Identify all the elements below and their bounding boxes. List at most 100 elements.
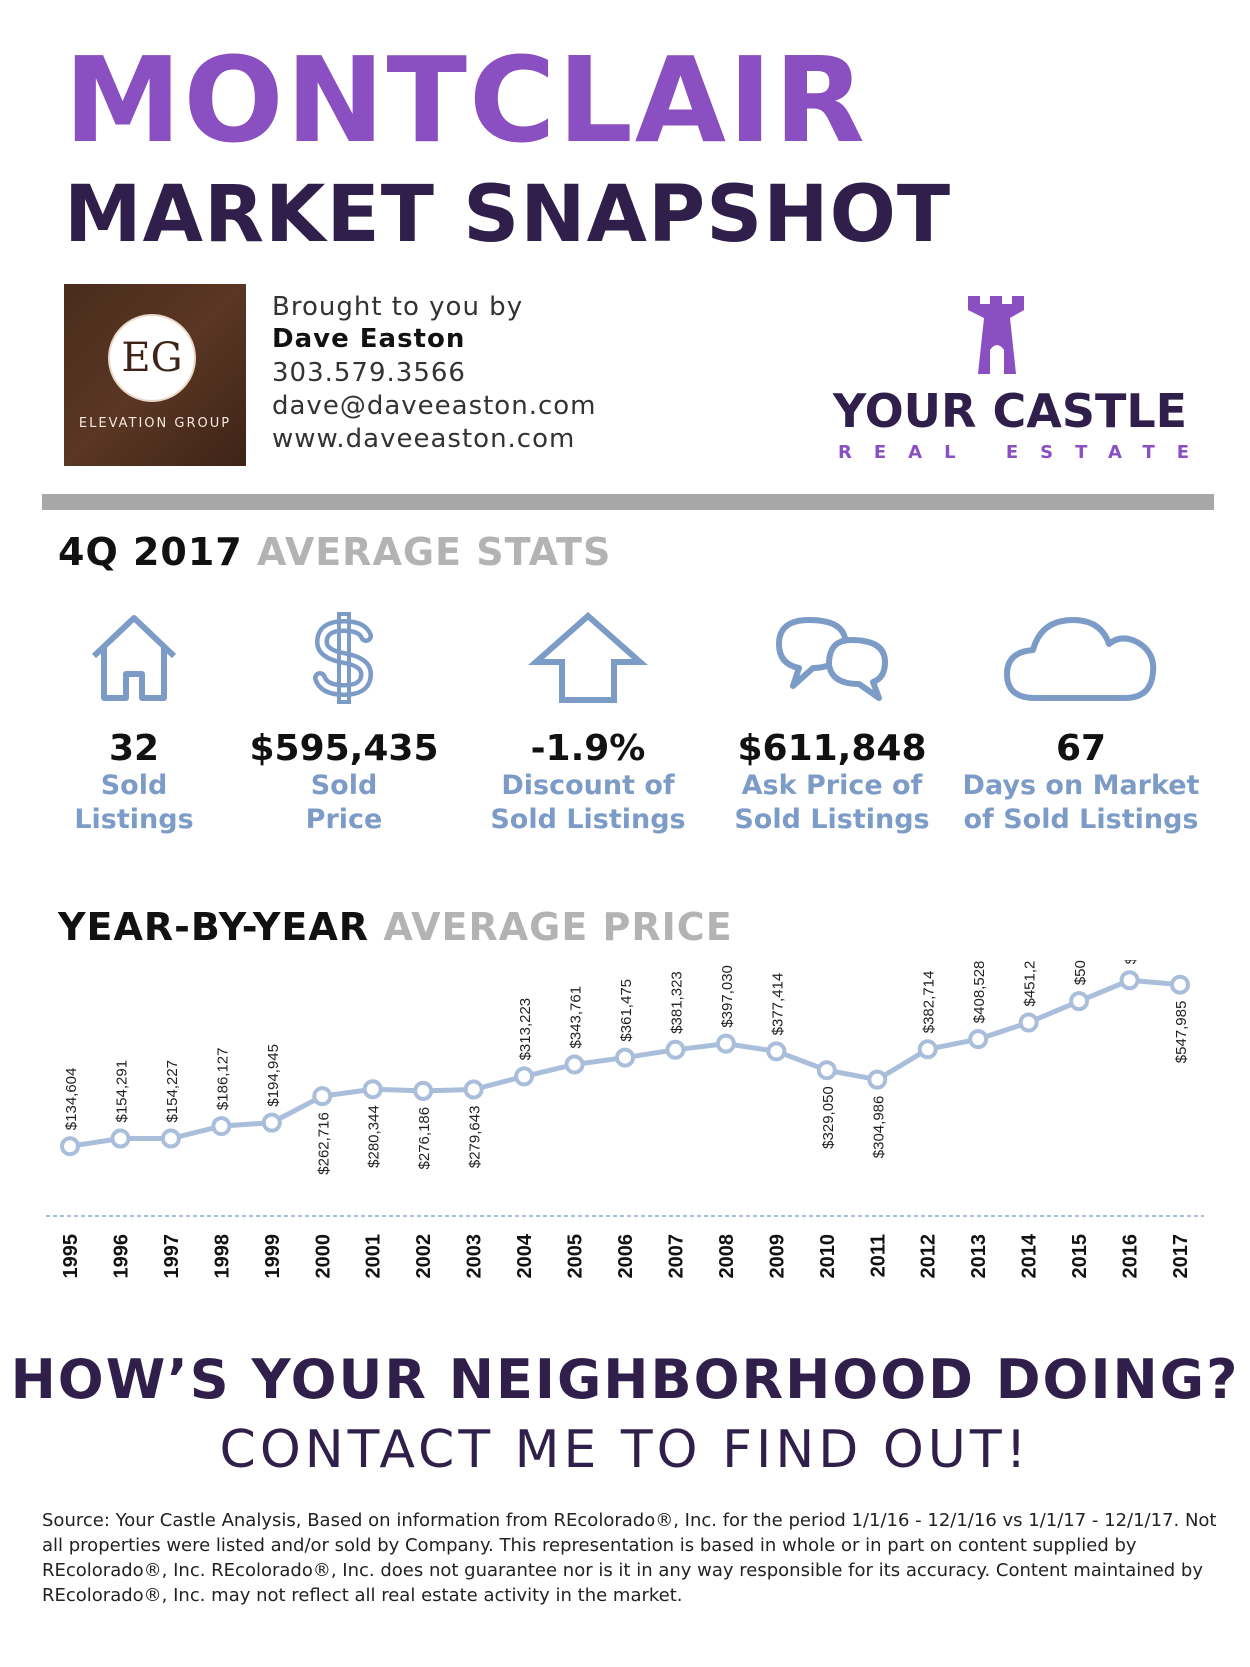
stat-label: Discount of Sold Listings xyxy=(490,770,686,835)
data-point-2007 xyxy=(665,1039,686,1060)
x-tick-label-2012: 2012 xyxy=(918,1234,940,1279)
cta-headline: HOW’S YOUR NEIGHBORHOOD DOING? xyxy=(10,1348,1240,1411)
source-disclaimer: Source: Your Castle Analysis, Based on i… xyxy=(42,1510,1217,1606)
stat-value: 67 xyxy=(1055,728,1107,769)
stats-title-period: 4Q 2017 xyxy=(58,530,243,574)
stat-sold-listings: 32 Sold Listings xyxy=(14,612,254,837)
stat-value: -1.9% xyxy=(530,728,646,769)
chat-bubbles-icon xyxy=(776,617,888,701)
stat-value: 32 xyxy=(108,728,160,769)
x-tick-label-2014: 2014 xyxy=(1019,1233,1041,1278)
stat-label: Sold Price xyxy=(305,770,383,835)
stat-discount: -1.9% Discount of Sold Listings xyxy=(468,612,708,837)
x-tick-label-2015: 2015 xyxy=(1069,1234,1091,1279)
data-label-2011: $304,986 xyxy=(870,1096,887,1159)
stat-label: Ask Price of Sold Listings xyxy=(734,770,930,835)
stat-days-on-market: 67 Days on Market of Sold Listings xyxy=(946,612,1216,837)
data-label-2015: $505,864 xyxy=(1072,960,1089,985)
data-label-1996: $154,291 xyxy=(113,1060,130,1123)
stats-title-label: AVERAGE STATS xyxy=(256,530,612,574)
data-point-1999 xyxy=(261,1112,282,1133)
data-label-2009: $377,414 xyxy=(769,973,786,1036)
data-point-1995 xyxy=(60,1136,80,1157)
brand-name: YOUR CASTLE xyxy=(832,384,1188,438)
data-label-2008: $397,030 xyxy=(719,965,736,1028)
data-label-2003: $279,643 xyxy=(467,1106,484,1169)
x-tick-label-2007: 2007 xyxy=(665,1234,687,1279)
data-point-2017 xyxy=(1170,974,1190,995)
x-tick-label-2002: 2002 xyxy=(413,1234,435,1279)
x-tick-label-2013: 2013 xyxy=(968,1234,990,1279)
data-label-2007: $381,323 xyxy=(668,971,685,1034)
stat-label: Days on Market of Sold Listings xyxy=(962,770,1200,835)
x-tick-label-1995: 1995 xyxy=(60,1234,82,1279)
agent-name: Dave Easton xyxy=(272,324,466,354)
x-tick-label-2000: 2000 xyxy=(312,1234,334,1279)
arrow-up-icon xyxy=(528,612,648,703)
data-label-2013: $408,528 xyxy=(971,961,988,1024)
your-castle-logo: YOUR CASTLE REAL ESTATE xyxy=(820,296,1200,466)
data-label-2012: $382,714 xyxy=(921,971,938,1034)
contact-intro: Brought to you by xyxy=(272,292,524,322)
data-point-2006 xyxy=(615,1047,635,1068)
data-point-2001 xyxy=(362,1079,383,1100)
x-tick-label-2003: 2003 xyxy=(464,1234,486,1279)
data-label-1997: $154,227 xyxy=(164,1060,181,1123)
x-tick-label-2008: 2008 xyxy=(716,1234,738,1279)
agent-email-link[interactable]: dave@daveeaston.com xyxy=(272,391,597,421)
x-tick-label-2016: 2016 xyxy=(1120,1234,1142,1279)
data-label-2010: $329,050 xyxy=(820,1086,837,1149)
x-tick-label-2010: 2010 xyxy=(817,1234,839,1279)
dollar-icon xyxy=(313,612,374,704)
data-point-1996 xyxy=(110,1128,131,1149)
section-divider xyxy=(42,494,1214,510)
average-price-line-chart: $134,604 1995 $154,291 1996 $154,227 1997 $186… xyxy=(46,960,1204,1279)
data-label-1999: $194,945 xyxy=(265,1044,282,1107)
eg-logo-name: ELEVATION GROUP xyxy=(78,416,232,431)
data-label-2004: $313,223 xyxy=(517,998,534,1061)
data-label-2001: $280,344 xyxy=(366,1105,383,1168)
data-point-2013 xyxy=(968,1029,989,1050)
data-point-2005 xyxy=(564,1054,585,1075)
x-tick-label-2001: 2001 xyxy=(363,1234,385,1279)
stat-value: $611,848 xyxy=(737,728,927,769)
x-tick-label-2017: 2017 xyxy=(1170,1234,1192,1279)
x-tick-label-2004: 2004 xyxy=(514,1233,536,1278)
data-point-2003 xyxy=(463,1079,484,1100)
eg-monogram: EG xyxy=(108,314,196,402)
data-point-2002 xyxy=(413,1080,434,1101)
data-label-2016: $559,337 xyxy=(1123,960,1140,964)
stat-sold-price: $595,435 Sold Price xyxy=(224,612,464,837)
data-label-1998: $186,127 xyxy=(214,1047,231,1110)
data-point-2004 xyxy=(514,1066,535,1087)
data-point-2011 xyxy=(867,1069,888,1090)
data-point-1997 xyxy=(160,1128,181,1149)
stat-value: $595,435 xyxy=(249,728,439,769)
page-title: MONTCLAIR xyxy=(64,31,867,169)
agent-website-link[interactable]: www.daveeaston.com xyxy=(272,424,576,454)
x-tick-label-1998: 1998 xyxy=(211,1234,233,1279)
data-point-2000 xyxy=(312,1086,333,1107)
x-tick-label-1999: 1999 xyxy=(262,1234,284,1279)
x-tick-label-2011: 2011 xyxy=(867,1234,889,1277)
chart-title-main: YEAR-BY-YEAR xyxy=(58,905,370,949)
data-label-2005: $343,761 xyxy=(568,986,585,1049)
data-point-2015 xyxy=(1069,991,1090,1012)
stat-label: Sold Listings xyxy=(74,770,194,835)
x-tick-label-1996: 1996 xyxy=(110,1234,132,1279)
data-label-2000: $262,716 xyxy=(315,1112,332,1175)
data-label-2006: $361,475 xyxy=(618,979,635,1042)
data-label-1995: $134,604 xyxy=(63,1068,80,1131)
cloud-icon xyxy=(1004,617,1157,701)
stats-section-title: 4Q 2017 AVERAGE STATS xyxy=(58,530,611,574)
x-tick-label-2009: 2009 xyxy=(766,1234,788,1279)
brand-sub: REAL ESTATE xyxy=(838,442,1212,463)
data-label-2002: $276,186 xyxy=(416,1107,433,1170)
data-label-2017: $547,985 xyxy=(1173,1001,1190,1064)
data-label-2014: $451,228 xyxy=(1022,960,1039,1006)
stat-ask-price: $611,848 Ask Price of Sold Listings xyxy=(712,612,952,837)
chart-section-title: YEAR-BY-YEAR AVERAGE PRICE xyxy=(58,905,733,949)
agent-phone: 303.579.3566 xyxy=(272,358,466,388)
cta-subline: CONTACT ME TO FIND OUT! xyxy=(219,1420,1031,1480)
data-point-2012 xyxy=(917,1039,938,1060)
